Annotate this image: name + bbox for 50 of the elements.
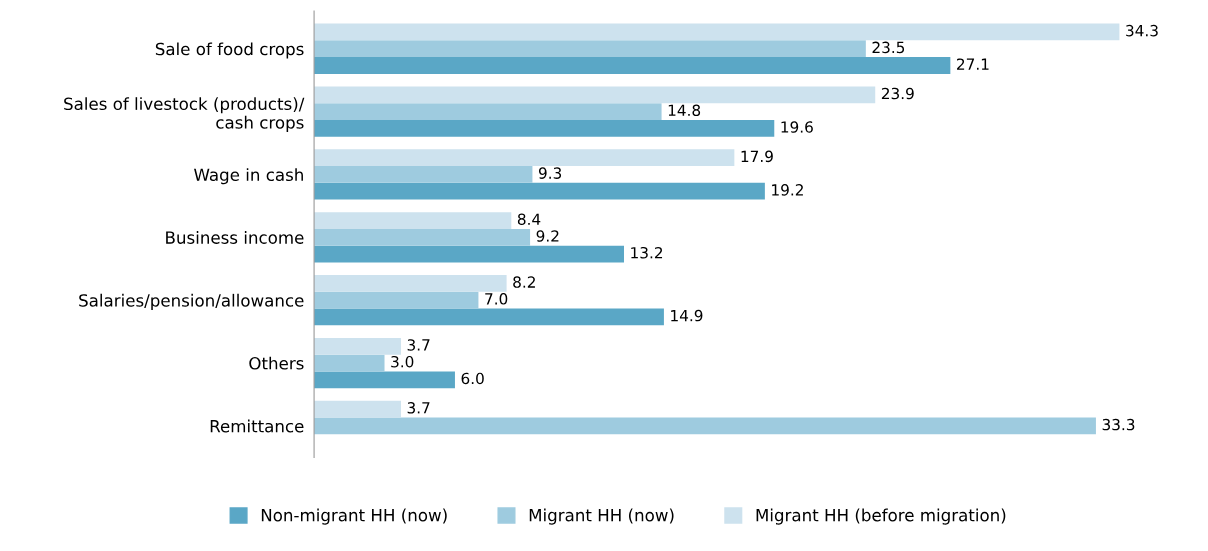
data-label: 9.2 [536, 230, 559, 242]
data-label: 27.1 [957, 58, 989, 70]
bar [314, 149, 735, 167]
bar [314, 119, 775, 137]
data-label: 3.7 [407, 402, 430, 414]
y-tick-label: Business income [166, 230, 304, 244]
legend-label: Non-migrant HH (now) [261, 508, 447, 525]
bar [314, 86, 876, 104]
data-label: 23.5 [872, 41, 905, 54]
bar [314, 371, 455, 389]
bar [314, 228, 531, 246]
y-tick-label: Salaries/pension/allowance [79, 293, 304, 310]
bar [314, 337, 401, 355]
data-label: 14.8 [668, 104, 701, 117]
bar [314, 245, 624, 263]
bar [314, 275, 507, 292]
data-label: 3.7 [407, 339, 430, 351]
data-label: 9.3 [538, 167, 562, 179]
data-label: 8.4 [517, 213, 541, 225]
y-tick-label: Remittance [210, 419, 304, 433]
bar [314, 354, 385, 372]
bar [314, 417, 1096, 435]
bar [314, 103, 662, 120]
y-tick-label: Wage in cash [194, 168, 303, 185]
bar [314, 166, 533, 183]
bar [314, 291, 479, 309]
bar [314, 212, 512, 229]
y-tick-label: Sale of food crops [155, 42, 304, 59]
data-label: 8.2 [513, 276, 535, 288]
data-label: 17.9 [741, 150, 773, 163]
data-label: 7.0 [485, 293, 508, 305]
data-label: 23.9 [881, 87, 914, 100]
data-label: 19.6 [781, 121, 813, 133]
y-tick-label: Others [249, 356, 304, 370]
bar [314, 308, 664, 326]
bar [314, 57, 951, 74]
data-label: 33.3 [1102, 418, 1135, 431]
data-label: 13.2 [631, 246, 663, 259]
bar [314, 23, 1120, 41]
data-label: 34.3 [1126, 24, 1158, 37]
legend-label: Migrant HH (now) [529, 508, 674, 525]
data-label: 19.2 [772, 184, 803, 196]
legend-label: Migrant HH (before migration) [756, 508, 1006, 525]
y-tick-label: Sales of livestock (products)/ cash crops [64, 97, 305, 132]
bar [314, 182, 765, 200]
data-label: 14.9 [671, 309, 703, 322]
bar [314, 40, 866, 58]
bar [314, 400, 401, 418]
data-label: 3.0 [391, 355, 414, 368]
data-label: 6.0 [461, 372, 484, 385]
